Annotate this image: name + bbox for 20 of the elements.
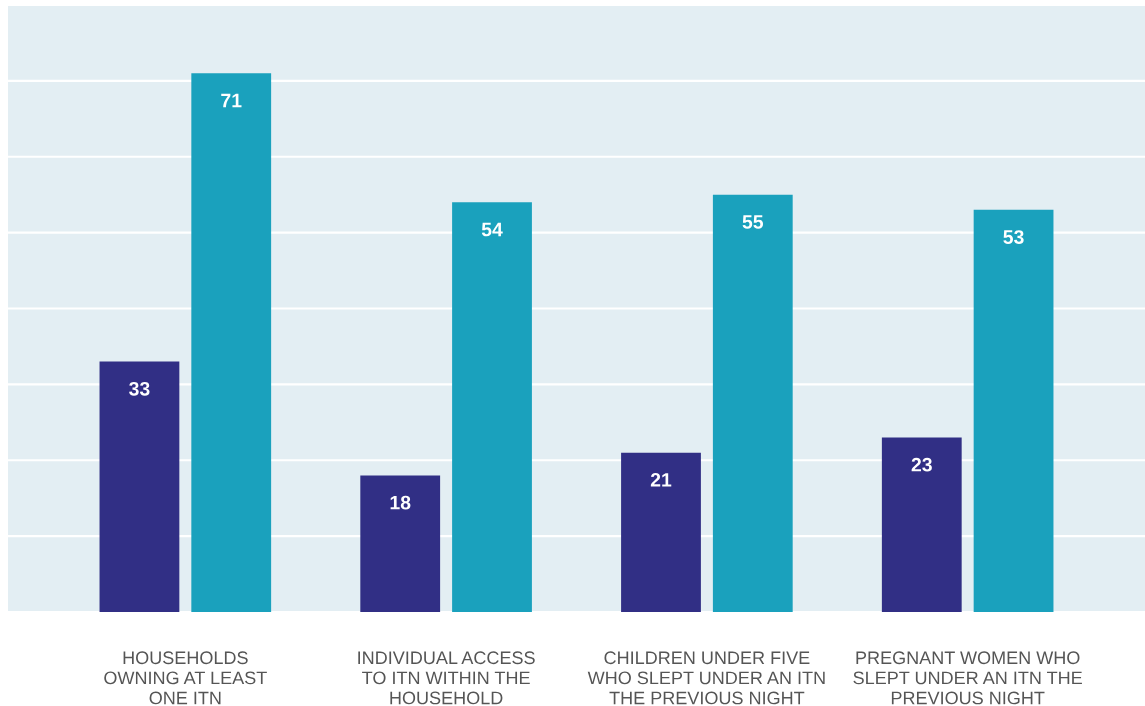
bar	[452, 202, 532, 612]
data-label: 23	[911, 457, 932, 472]
bar	[973, 209, 1054, 612]
data-label: 33	[129, 381, 150, 396]
x-tick-label: PREGNANT WOMEN WHO SLEPT UNDER AN ITN THE PREVIOUS NIGHT	[853, 651, 1082, 705]
x-tick-label: CHILDREN UNDER FIVE WHO SLEPT UNDER AN ITN THE PREVIOUS NIGHT	[587, 651, 825, 705]
bar	[881, 437, 962, 612]
x-tick-label: HOUSEHOLDS OWNING AT LEAST ONE ITN	[104, 651, 267, 705]
bar	[360, 475, 441, 612]
data-label: 18	[390, 495, 411, 510]
bar	[99, 361, 180, 612]
data-label: 21	[650, 472, 672, 487]
bar	[712, 194, 793, 612]
bar	[191, 73, 272, 612]
data-label: 71	[221, 93, 242, 108]
data-label: 53	[1003, 230, 1024, 244]
x-tick-label: INDIVIDUAL ACCESS TO ITN WITHIN THE HOUSEHOLD	[358, 651, 535, 705]
data-label: 54	[481, 222, 503, 237]
data-label: 55	[742, 215, 764, 229]
bar	[621, 452, 701, 612]
